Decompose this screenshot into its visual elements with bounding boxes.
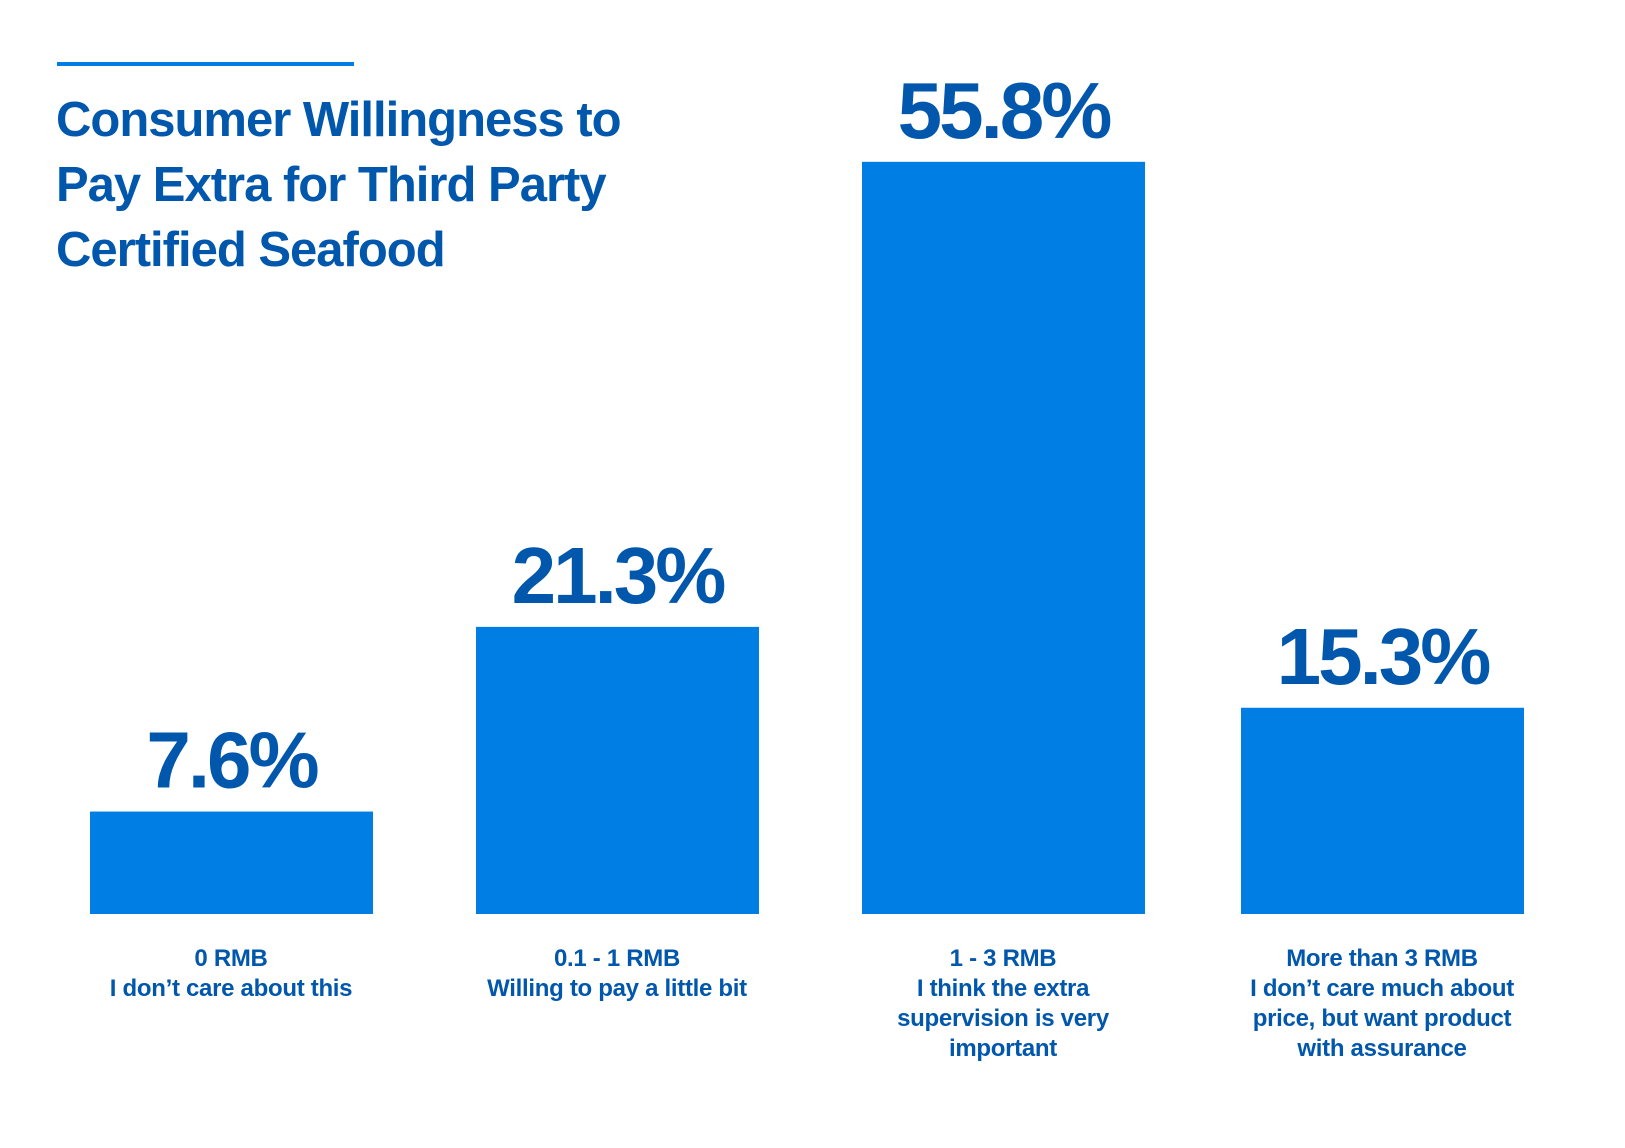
- category-description-line: supervision is very: [897, 1005, 1109, 1032]
- category-description-line: I don’t care about this: [109, 975, 353, 1002]
- chart-title-line-2: Pay Extra for Third Party: [56, 158, 607, 212]
- category-label-0: 0 RMB I don’t care about this: [66, 944, 396, 1004]
- chart-title-line-1: Consumer Willingness to: [56, 93, 622, 147]
- bar-0: [90, 811, 373, 914]
- bar-3: [1241, 707, 1524, 914]
- category-description-line: Willing to pay a little bit: [487, 975, 747, 1002]
- chart-title: Consumer Willingness to Pay Extra for Th…: [56, 88, 816, 283]
- category-description-line: important: [949, 1035, 1057, 1062]
- title-accent-rule: [57, 62, 354, 66]
- data-label-1: 21.3%: [512, 531, 726, 620]
- data-label-0: 7.6%: [146, 716, 318, 805]
- category-label-1: 0.1 - 1 RMB Willing to pay a little bit: [452, 944, 782, 1004]
- category-name: More than 3 RMB: [1286, 945, 1478, 972]
- category-description-line: I think the extra: [916, 975, 1090, 1002]
- category-description-line: price, but want product: [1252, 1005, 1512, 1032]
- category-label-3: More than 3 RMB I don’t care much about …: [1217, 944, 1547, 1064]
- data-label-2: 55.8%: [898, 66, 1112, 155]
- bar-2: [862, 161, 1145, 915]
- bar-1: [476, 626, 759, 914]
- category-name: 0 RMB: [194, 945, 268, 972]
- chart-title-line-3: Certified Seafood: [56, 223, 446, 277]
- category-description-line: I don’t care much about: [1250, 975, 1514, 1002]
- category-description-line: with assurance: [1297, 1035, 1467, 1062]
- category-name: 0.1 - 1 RMB: [553, 945, 681, 972]
- data-label-3: 15.3%: [1277, 612, 1491, 701]
- category-label-2: 1 - 3 RMB I think the extra supervision …: [838, 944, 1168, 1064]
- category-name: 1 - 3 RMB: [949, 945, 1057, 972]
